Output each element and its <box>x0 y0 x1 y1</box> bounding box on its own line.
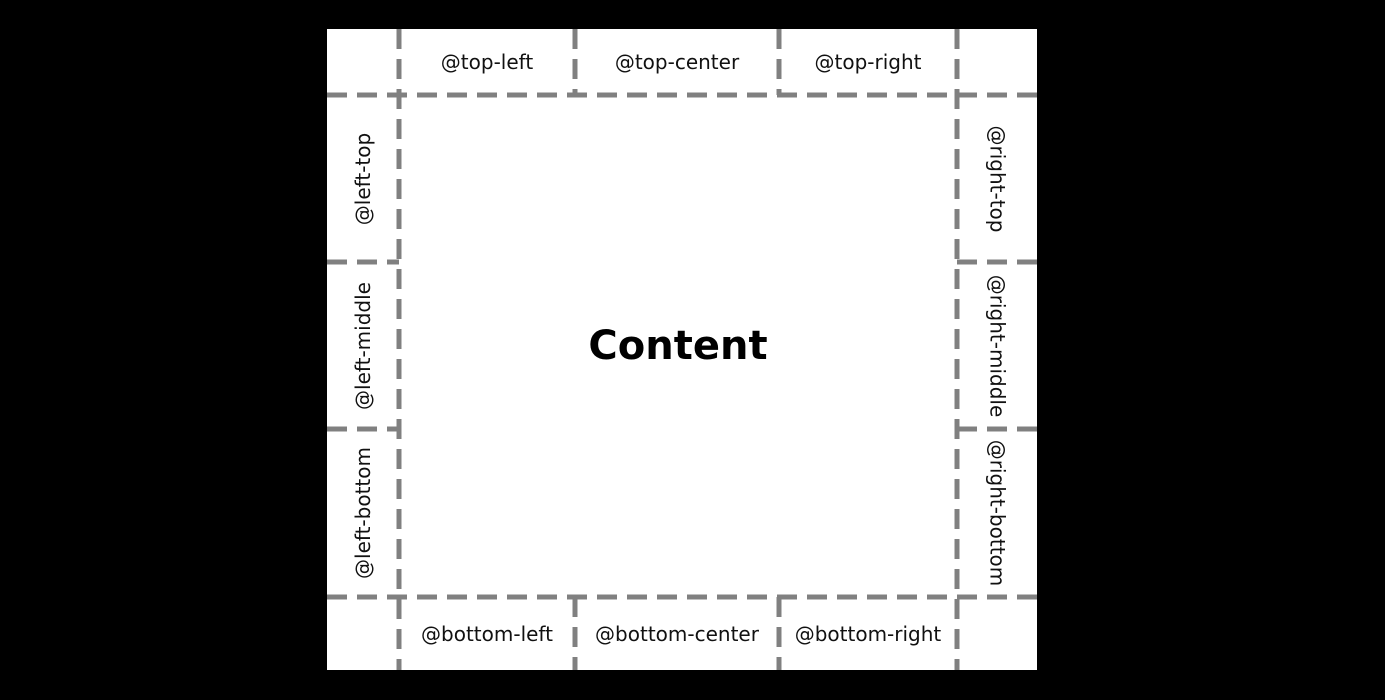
top-right-label: @top-right <box>814 50 922 74</box>
top-center-box: @top-center <box>575 29 779 95</box>
right-bottom-box: @right-bottom <box>957 429 1037 597</box>
bottom-right-label: @bottom-right <box>794 621 942 646</box>
page-area: @top-left @top-center @top-right @left-t… <box>327 29 1037 670</box>
left-top-label: @left-top <box>351 132 376 225</box>
bottom-center-box: @bottom-center <box>575 597 779 670</box>
right-top-box: @right-top <box>957 95 1037 262</box>
bottom-right-box: @bottom-right <box>779 597 957 670</box>
margin-guides <box>327 29 1037 670</box>
left-middle-label: @left-middle <box>351 281 375 410</box>
left-bottom-box: @left-bottom <box>327 429 399 597</box>
bottom-left-box: @bottom-left <box>399 597 575 670</box>
right-middle-label: @right-middle <box>985 274 1009 417</box>
right-middle-box: @right-middle <box>957 262 1037 429</box>
top-left-box: @top-left <box>399 29 575 95</box>
right-top-label: @right-top <box>985 125 1010 232</box>
top-center-label: @top-center <box>614 50 740 74</box>
content-label: Content <box>588 323 768 369</box>
content-area: Content <box>399 95 957 597</box>
top-right-box: @top-right <box>779 29 957 95</box>
bottom-center-label: @bottom-center <box>595 621 759 646</box>
left-top-box: @left-top <box>327 95 399 262</box>
top-left-label: @top-left <box>440 50 534 74</box>
bottom-left-label: @bottom-left <box>421 621 553 646</box>
right-bottom-label: @right-bottom <box>985 439 1010 587</box>
left-middle-box: @left-middle <box>327 262 399 429</box>
left-bottom-label: @left-bottom <box>351 447 376 579</box>
